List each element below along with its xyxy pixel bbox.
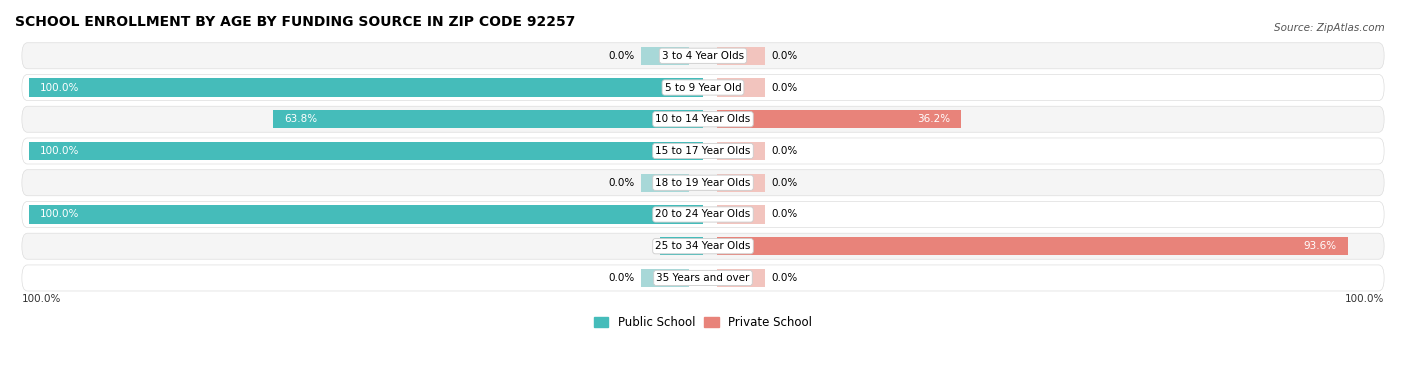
Bar (641, 46, 689, 65)
Text: 0.0%: 0.0% (607, 51, 634, 61)
Text: 0.0%: 0.0% (772, 82, 799, 93)
Text: 0.0%: 0.0% (607, 273, 634, 283)
Text: Source: ZipAtlas.com: Source: ZipAtlas.com (1274, 23, 1385, 33)
Text: 15 to 17 Year Olds: 15 to 17 Year Olds (655, 146, 751, 156)
Bar (717, 174, 765, 192)
Text: 100.0%: 100.0% (1344, 294, 1384, 304)
Text: 0.0%: 0.0% (772, 51, 799, 61)
Bar (717, 78, 765, 97)
Text: 18 to 19 Year Olds: 18 to 19 Year Olds (655, 178, 751, 188)
Legend: Public School, Private School: Public School, Private School (589, 311, 817, 334)
Bar (659, 237, 703, 256)
Text: 63.8%: 63.8% (284, 114, 316, 124)
Text: 0.0%: 0.0% (607, 178, 634, 188)
Text: 100.0%: 100.0% (22, 294, 62, 304)
Text: 100.0%: 100.0% (39, 82, 79, 93)
FancyBboxPatch shape (22, 233, 1384, 259)
Text: 0.0%: 0.0% (772, 273, 799, 283)
Bar (717, 142, 765, 160)
Bar (717, 205, 765, 224)
Text: SCHOOL ENROLLMENT BY AGE BY FUNDING SOURCE IN ZIP CODE 92257: SCHOOL ENROLLMENT BY AGE BY FUNDING SOUR… (15, 15, 575, 29)
FancyBboxPatch shape (22, 106, 1384, 132)
Bar (717, 237, 1348, 256)
Text: 25 to 34 Year Olds: 25 to 34 Year Olds (655, 241, 751, 251)
FancyBboxPatch shape (22, 74, 1384, 101)
Text: 100.0%: 100.0% (39, 209, 79, 220)
Text: 0.0%: 0.0% (772, 146, 799, 156)
Bar (641, 174, 689, 192)
FancyBboxPatch shape (22, 265, 1384, 291)
Bar (717, 110, 960, 129)
Text: 100.0%: 100.0% (39, 146, 79, 156)
Bar (28, 78, 703, 97)
Bar (28, 205, 703, 224)
FancyBboxPatch shape (22, 138, 1384, 164)
Text: 36.2%: 36.2% (917, 114, 950, 124)
Bar (273, 110, 703, 129)
Bar (717, 269, 765, 287)
Bar (641, 269, 689, 287)
Text: 5 to 9 Year Old: 5 to 9 Year Old (665, 82, 741, 93)
FancyBboxPatch shape (22, 170, 1384, 196)
Text: 20 to 24 Year Olds: 20 to 24 Year Olds (655, 209, 751, 220)
Bar (28, 142, 703, 160)
Text: 0.0%: 0.0% (772, 178, 799, 188)
Text: 10 to 14 Year Olds: 10 to 14 Year Olds (655, 114, 751, 124)
FancyBboxPatch shape (22, 43, 1384, 69)
Text: 93.6%: 93.6% (1303, 241, 1337, 251)
FancyBboxPatch shape (22, 201, 1384, 228)
Bar (717, 46, 765, 65)
Text: 35 Years and over: 35 Years and over (657, 273, 749, 283)
Text: 3 to 4 Year Olds: 3 to 4 Year Olds (662, 51, 744, 61)
Text: 6.4%: 6.4% (671, 241, 697, 251)
Text: 0.0%: 0.0% (772, 209, 799, 220)
